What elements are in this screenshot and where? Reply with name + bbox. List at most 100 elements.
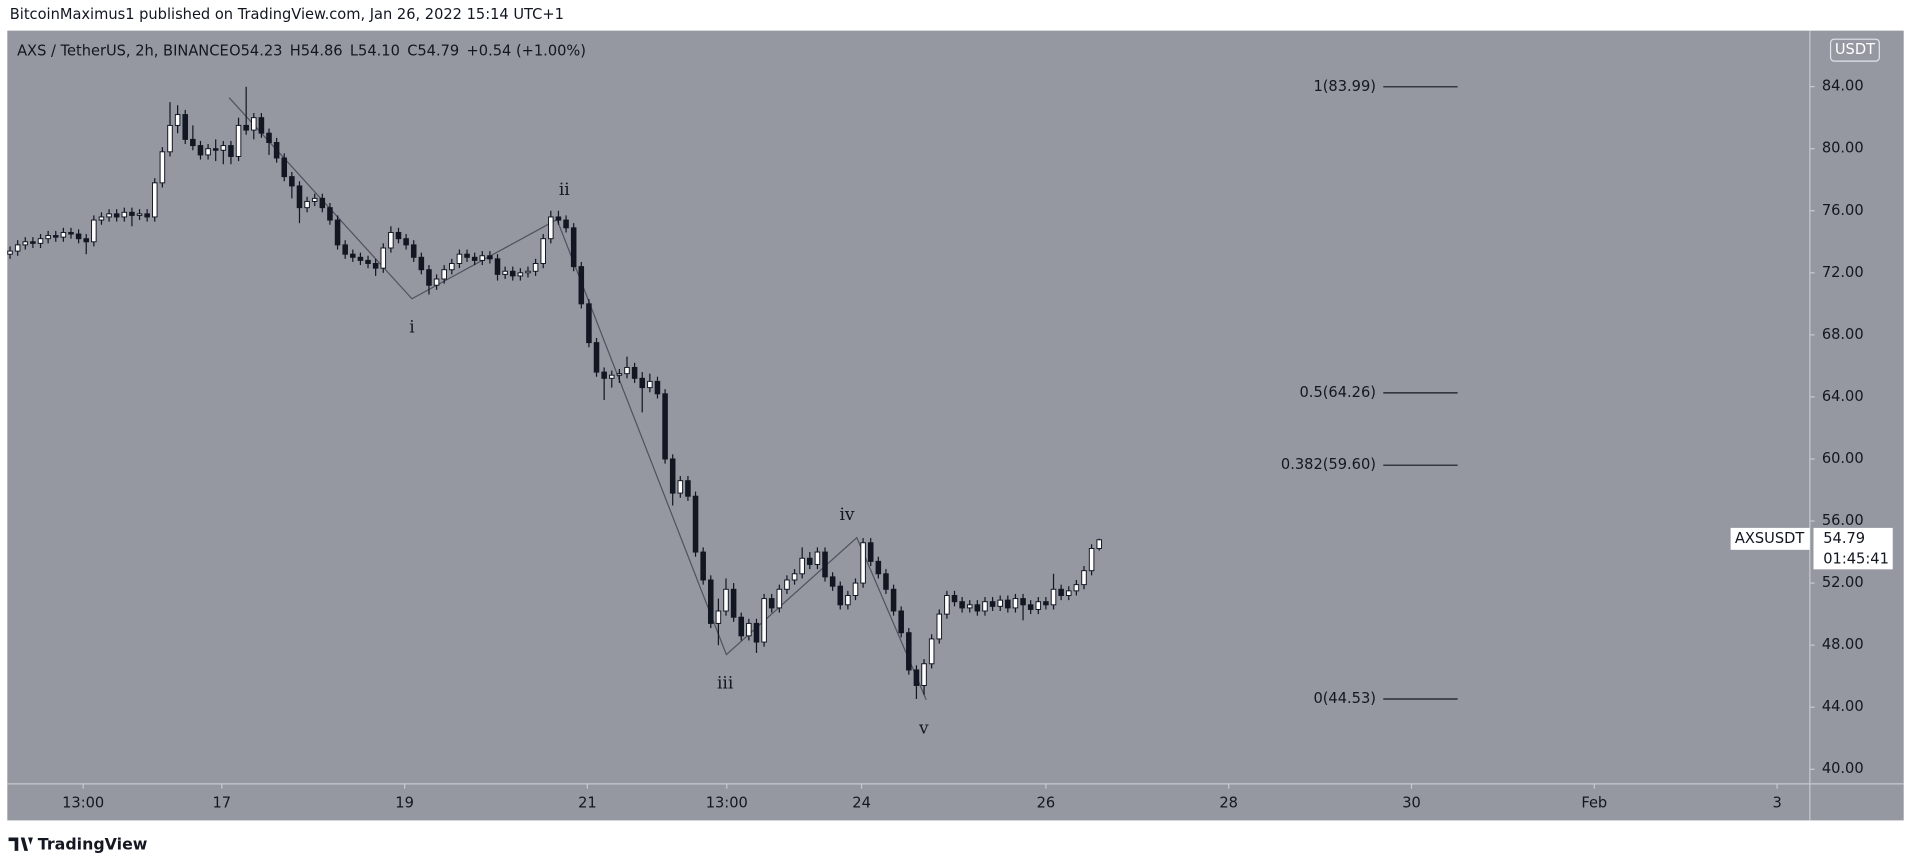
currency-button[interactable] bbox=[1829, 38, 1880, 62]
candle-body bbox=[372, 263, 379, 269]
candle-body bbox=[296, 185, 303, 209]
candle-body bbox=[647, 380, 653, 389]
candle-body bbox=[928, 638, 935, 665]
candle-body bbox=[113, 213, 120, 218]
candle-body bbox=[91, 219, 97, 243]
candle-body bbox=[319, 197, 326, 209]
candle-body bbox=[692, 495, 699, 553]
candle-body bbox=[669, 458, 676, 494]
ohlc-key: C bbox=[407, 42, 417, 59]
candle-body bbox=[654, 380, 661, 395]
candle-body bbox=[616, 373, 623, 376]
candle-body bbox=[700, 551, 706, 581]
candle-body bbox=[532, 263, 539, 272]
wave-label: i bbox=[409, 318, 415, 338]
candle-body bbox=[174, 114, 181, 126]
x-tick-label: 13:00 bbox=[62, 794, 104, 811]
candle-body bbox=[1035, 601, 1042, 610]
candle-body bbox=[235, 124, 242, 157]
candle-body bbox=[936, 613, 943, 640]
candle-body bbox=[997, 599, 1003, 607]
candle-body bbox=[350, 253, 356, 258]
ohlc-values: O54.23 H54.86 L54.10 C54.79 +0.54 (+1.00%) bbox=[229, 42, 586, 59]
candle-body bbox=[243, 124, 249, 131]
candle-body bbox=[22, 241, 29, 246]
ohlc-value: 54.23 bbox=[241, 42, 283, 59]
candle-body bbox=[730, 588, 737, 618]
symbol-title: AXS / TetherUS, 2h, BINANCE bbox=[17, 42, 229, 59]
y-tick-label: 60.00 bbox=[1822, 450, 1864, 467]
candle-body bbox=[334, 219, 341, 246]
candle-body bbox=[426, 269, 432, 286]
candle-body bbox=[494, 258, 501, 275]
currency-label: USDT bbox=[1835, 41, 1875, 58]
candle-body bbox=[746, 622, 752, 637]
candle-body bbox=[898, 610, 904, 634]
candle-body bbox=[98, 216, 105, 221]
candle-body bbox=[159, 151, 166, 184]
candle-body bbox=[883, 573, 889, 590]
x-tick-label: Feb bbox=[1581, 794, 1607, 811]
candle-body bbox=[60, 231, 67, 238]
candle-body bbox=[563, 219, 569, 229]
candle-body bbox=[52, 235, 59, 238]
candle-body bbox=[289, 176, 295, 187]
y-tick-label: 84.00 bbox=[1822, 78, 1864, 95]
y-tick-label: 44.00 bbox=[1822, 698, 1864, 715]
price-tag-label: 54.79 bbox=[1823, 530, 1865, 547]
candle-body bbox=[875, 560, 882, 575]
wave-label: v bbox=[918, 718, 929, 738]
ohlc-value: 54.79 bbox=[417, 42, 459, 59]
wave-label: ii bbox=[559, 180, 570, 200]
candle-body bbox=[959, 601, 965, 609]
brand-name: TradingView bbox=[38, 834, 148, 853]
candle-body bbox=[395, 231, 402, 240]
y-tick-label: 76.00 bbox=[1822, 202, 1864, 219]
candle-body bbox=[449, 263, 455, 271]
candle-body bbox=[974, 604, 981, 612]
ohlc-key: L bbox=[350, 42, 359, 59]
candle-body bbox=[45, 235, 51, 240]
wave-label: iii bbox=[717, 673, 734, 693]
candle-body bbox=[1088, 547, 1095, 572]
x-tick-label: 21 bbox=[578, 794, 597, 811]
candle-body bbox=[867, 542, 874, 562]
candle-body bbox=[1081, 570, 1087, 586]
candle-body bbox=[768, 598, 775, 609]
candle-body bbox=[913, 669, 920, 686]
candle-body bbox=[517, 272, 524, 277]
y-tick-label: 40.00 bbox=[1822, 760, 1864, 777]
candle-body bbox=[281, 157, 288, 178]
candle-body bbox=[1050, 588, 1057, 606]
ohlc-value: 54.86 bbox=[301, 42, 343, 59]
candle-body bbox=[357, 256, 364, 261]
candles bbox=[7, 86, 1102, 699]
candle-body bbox=[944, 595, 950, 615]
candle-body bbox=[30, 241, 36, 244]
candle-body bbox=[586, 303, 592, 344]
fib-label: 1(83.99) bbox=[1313, 78, 1376, 95]
candle-body bbox=[723, 588, 729, 612]
fib-label: 0(44.53) bbox=[1313, 690, 1376, 707]
candle-body bbox=[685, 480, 691, 497]
candle-body bbox=[144, 213, 150, 218]
candle-body bbox=[593, 342, 600, 373]
candle-body bbox=[182, 114, 189, 140]
candle-body bbox=[327, 207, 333, 221]
candle-body bbox=[403, 238, 409, 246]
candle-body bbox=[761, 598, 767, 643]
candle-body bbox=[890, 588, 897, 612]
candle-body bbox=[601, 371, 607, 379]
candle-body bbox=[129, 211, 135, 216]
candle-body bbox=[464, 253, 470, 258]
candle-body bbox=[441, 269, 447, 280]
candle-body bbox=[624, 366, 630, 375]
fib-label: 0.5(64.26) bbox=[1300, 384, 1376, 401]
candle-body bbox=[75, 233, 82, 240]
candle-body bbox=[631, 366, 638, 379]
candle-body bbox=[365, 259, 371, 264]
candle-body bbox=[83, 238, 89, 243]
candle-body bbox=[266, 132, 272, 143]
candle-body bbox=[989, 601, 996, 607]
